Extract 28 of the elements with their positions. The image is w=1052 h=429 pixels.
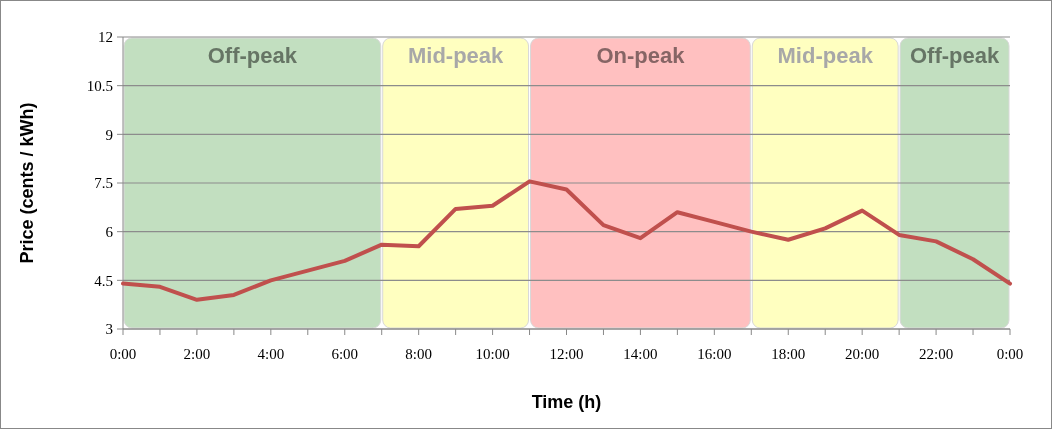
y-tick-label: 10.5 (86, 77, 113, 94)
band-label: On-peak (596, 43, 686, 68)
x-tick-label: 6:00 (331, 346, 359, 362)
x-tick-label: 8:00 (405, 346, 432, 362)
x-tick-label: 10:00 (475, 346, 510, 362)
y-tick-label: 4.5 (94, 272, 113, 289)
x-tick-label: 22:00 (919, 346, 954, 362)
y-tick-label: 3 (105, 321, 113, 338)
x-tick-label: 0:00 (996, 346, 1024, 362)
line-series (121, 179, 1012, 302)
y-tick-label: 9 (105, 126, 113, 143)
x-tick-label: 16:00 (697, 346, 732, 362)
y-tick-label: 6 (105, 223, 114, 240)
y-tick-label: 12 (98, 29, 113, 46)
y-tick-label: 7.5 (94, 175, 113, 192)
x-tick-label: 2:00 (183, 346, 211, 362)
x-tick-label: 0:00 (109, 346, 137, 362)
x-tick-label: 4:00 (257, 346, 285, 362)
y-axis-title: Price (cents / kWh) (17, 102, 37, 264)
x-tick-label: 20:00 (845, 346, 880, 362)
x-axis-title: Time (h) (531, 392, 602, 412)
x-tick-label: 12:00 (549, 346, 584, 362)
band-label: Mid-peak (407, 43, 505, 68)
band-label: Off-peak (909, 43, 1000, 68)
x-tick-label: 18:00 (771, 346, 806, 362)
band-label: Mid-peak (777, 43, 874, 68)
x-tick-label: 14:00 (623, 346, 658, 362)
band-label: Off-peak (207, 43, 298, 68)
